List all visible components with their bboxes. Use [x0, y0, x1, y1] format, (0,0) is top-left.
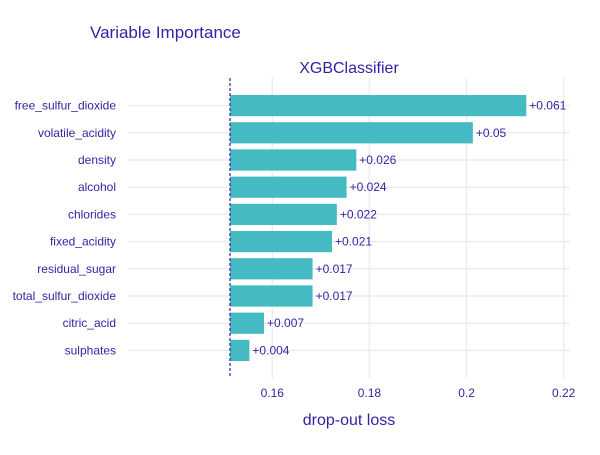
y-tick-label: volatile_acidity: [38, 126, 116, 140]
bar: [230, 94, 527, 117]
bar: [230, 285, 313, 307]
y-tick-label: total_sulfur_dioxide: [13, 289, 117, 303]
y-tick-label: citric_acid: [63, 316, 116, 330]
bar: [230, 230, 332, 253]
x-axis-label: drop-out loss: [303, 412, 396, 429]
data-label: +0.004: [252, 343, 289, 357]
x-tick-label: 0.22: [552, 386, 576, 400]
bar: [230, 122, 473, 144]
bar: [230, 339, 250, 362]
bar: [230, 176, 347, 198]
data-label: +0.061: [529, 99, 566, 113]
y-tick-label: free_sulfur_dioxide: [15, 99, 117, 113]
label-layer: 0.16 0.18 0.2 0.22 +0.061 free_sulfur_dioxide…: [13, 99, 576, 400]
bar: [230, 258, 313, 280]
data-label: +0.021: [335, 235, 372, 249]
data-label: +0.05: [476, 126, 507, 140]
x-tick-label: 0.18: [358, 386, 382, 400]
bar: [230, 312, 264, 334]
y-tick-label: chlorides: [68, 207, 116, 221]
bar: [230, 149, 357, 171]
chart-subtitle: XGBClassifier: [299, 60, 399, 77]
data-label: +0.017: [316, 262, 353, 276]
bar-layer: [229, 78, 527, 376]
chart-title: Variable Importance: [90, 23, 241, 42]
data-label: +0.017: [316, 289, 353, 303]
y-tick-label: fixed_acidity: [50, 235, 116, 249]
y-tick-label: alcohol: [78, 180, 116, 194]
x-tick-label: 0.2: [458, 386, 475, 400]
data-label: +0.026: [359, 153, 396, 167]
y-tick-label: density: [78, 153, 116, 167]
y-tick-label: residual_sugar: [37, 262, 116, 276]
data-label: +0.024: [350, 180, 387, 194]
bar: [230, 203, 337, 226]
data-label: +0.007: [267, 316, 304, 330]
y-tick-label: sulphates: [65, 343, 116, 357]
x-tick-label: 0.16: [261, 386, 285, 400]
data-label: +0.022: [340, 207, 377, 221]
